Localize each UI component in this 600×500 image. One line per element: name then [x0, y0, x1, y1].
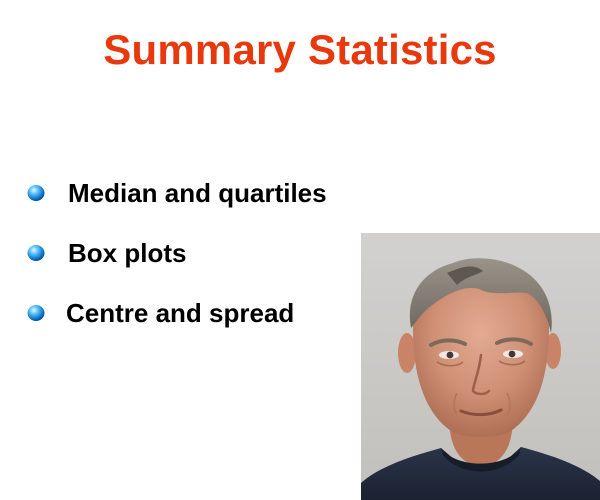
blue-sphere-bullet-icon — [26, 243, 46, 263]
slide-title: Summary Statistics — [103, 26, 497, 73]
presenter-portrait-illustration — [361, 233, 600, 500]
bullet-item: Centre and spread — [26, 283, 327, 343]
blue-sphere-bullet-icon — [26, 183, 46, 203]
bullet-label: Median and quartiles — [68, 178, 327, 208]
presenter-photo — [361, 233, 600, 500]
bullet-item: Box plots — [26, 223, 327, 283]
blue-sphere-bullet-icon — [26, 303, 46, 323]
bullet-label: Centre and spread — [66, 298, 295, 328]
bullet-list: Median and quartiles Box plots — [26, 163, 327, 343]
bullet-item: Median and quartiles — [26, 163, 327, 223]
bullet-label: Box plots — [68, 238, 187, 268]
